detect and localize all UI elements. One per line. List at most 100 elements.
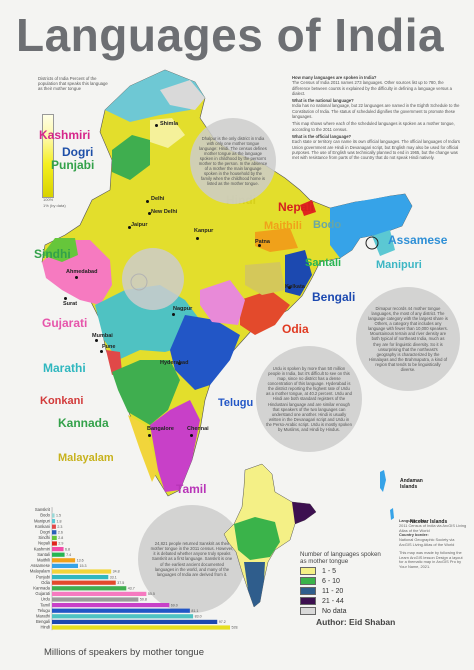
legend-label-5: No data [322, 607, 347, 615]
bar [52, 619, 218, 624]
legend-label-2: 6 - 10 [322, 577, 340, 585]
bar [52, 591, 147, 596]
bar-value-label: 97.2 [219, 620, 226, 624]
credit-text-3: This map was made by following the Learn… [399, 549, 463, 570]
bar-value-label: 33.1 [110, 575, 117, 579]
bar-value-label: 1.8 [57, 519, 62, 523]
bar [52, 586, 127, 591]
credit-text-2: National Geographic Society via ArcGIS L… [399, 537, 455, 547]
bar [52, 575, 109, 580]
dimapur-marker-circle [365, 236, 379, 250]
legend-row-1: 1 - 5 [300, 567, 386, 575]
label-sindhi: Sindhi [34, 247, 71, 261]
city-chennai: Chennai [187, 426, 209, 432]
language-count-map [223, 463, 317, 608]
andaman-islands [380, 470, 386, 492]
bar-value-label: 69.0 [171, 603, 178, 607]
legend-row-5: No data [300, 607, 386, 615]
bar [52, 541, 57, 546]
bar-category-label: Malayalam [30, 569, 51, 574]
ladakh-region [160, 80, 205, 110]
label-telugu: Telugu [218, 397, 254, 409]
bar-category-label: Bengali [36, 619, 50, 624]
legend-swatch-4 [300, 597, 316, 605]
label-nepali: Nepali [278, 200, 315, 214]
language-count-legend: Number of languages spoken as mother ton… [300, 551, 386, 615]
city-dot-hyderabad [178, 362, 181, 365]
city-bangalore: Bangalore [147, 426, 174, 432]
himachal-region [150, 118, 185, 148]
bar [52, 530, 57, 535]
bar-value-label: 43.7 [128, 587, 135, 591]
bar [52, 569, 112, 574]
bar-value-label: 2.9 [58, 542, 63, 546]
bar [52, 552, 65, 557]
legend-bottom-tick: 1% (by data) [43, 203, 66, 208]
legend-label-4: 21 - 44 [322, 597, 344, 605]
city-dot-kolkata [288, 286, 291, 289]
bar-category-label: Tamil [40, 602, 50, 607]
bubble-sanskrit-note: 24,821 people returned Sanskrit as their… [138, 505, 246, 613]
northeast-region [330, 194, 412, 258]
info-question-4: What is the official language? [292, 133, 352, 139]
bar-value-label: 81.1 [191, 609, 198, 613]
legend-swatch-2 [300, 577, 316, 585]
city-dot-mumbai [95, 339, 98, 342]
credit-text-1: 2011 Census of India via ArcGIS Living A… [399, 522, 467, 533]
city-ahmedabad: Ahmedabad [66, 269, 98, 275]
bar [52, 507, 53, 512]
info-question-2: What is the national language? [292, 98, 354, 104]
manipur-region [372, 230, 395, 256]
bar-chart-xlabel: Millions of speakers by mother tongue [44, 647, 204, 658]
bihar-maithili-region [255, 228, 298, 252]
city-new-delhi: New Delhi [151, 209, 178, 215]
label-malayalam: Malayalam [58, 452, 114, 464]
legend-row-4: 21 - 44 [300, 597, 386, 605]
page-title: Languages of India [16, 9, 445, 61]
india-language-map [41, 69, 413, 520]
jharkhand-region [245, 262, 285, 295]
bar-category-label: Telugu [38, 608, 51, 613]
bar [52, 614, 194, 619]
label-santali: Santali [305, 257, 342, 269]
info-text-block: How many languages are spoken in India? … [292, 73, 462, 160]
bar-category-label: Punjabi [36, 574, 50, 579]
label-konkani: Konkani [40, 395, 84, 407]
bar [52, 558, 76, 563]
legend-swatch-3 [300, 587, 316, 595]
small-map-northeast [292, 502, 316, 524]
city-pune: Pune [102, 344, 116, 350]
bar [52, 547, 64, 552]
legend-label-1: 1 - 5 [322, 567, 337, 575]
label-maithili: Maithili [264, 220, 302, 232]
small-map-south-band [244, 562, 265, 607]
bubble-urdu-note: Urdu is spoken by more than 50 million p… [256, 346, 362, 452]
credit-heading-2: Country border: [399, 532, 429, 538]
bar-category-label: Maithili [37, 558, 50, 563]
label-gujarati: Gujarati [42, 316, 88, 330]
bar-value-label: 2.8 [58, 536, 63, 540]
bar-category-label: Kashmiri [34, 546, 50, 551]
label-dogri: Dogri [62, 145, 94, 159]
kutch-region [42, 238, 78, 262]
credit-heading-1: Language data: [399, 518, 428, 523]
city-jaipur: Jaipur [131, 222, 148, 228]
punjab-region [112, 135, 150, 180]
bar-category-label: Dogri [40, 530, 50, 535]
bar-category-label: Nepali [38, 541, 50, 546]
bar [52, 519, 56, 524]
city-delhi: Delhi [151, 196, 165, 202]
bar-category-label: Urdu [41, 597, 51, 602]
bar-category-label: Kannada [33, 586, 50, 591]
label-andaman: Andaman Islands [400, 478, 423, 490]
bar-value-label: 15.3 [80, 564, 87, 568]
info-answer-4: Each state or territory can name its own… [292, 139, 460, 161]
kashmir-region [105, 70, 205, 122]
legend-swatch-5 [300, 607, 316, 615]
city-dot-kanpur [196, 237, 199, 240]
bar-value-label: 2.6 [58, 531, 63, 535]
city-nagpur: Nagpur [173, 306, 193, 312]
bubble-sanskrit-small [122, 248, 184, 310]
city-dot-ahmedabad [75, 276, 78, 279]
bar-category-label: Hindi [40, 625, 50, 630]
